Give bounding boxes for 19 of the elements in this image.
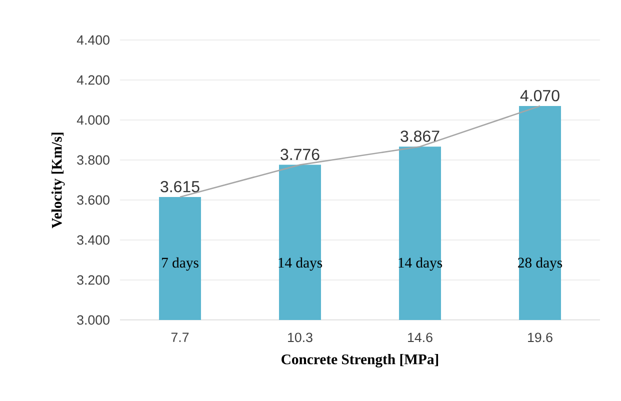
- data-label: 3.867: [400, 130, 440, 142]
- y-tick-label: 3.200: [77, 275, 110, 285]
- y-tick-label: 4.200: [76, 75, 110, 85]
- x-tick-label: 10.3: [288, 332, 312, 342]
- y-tick-label: 4.000: [76, 115, 110, 125]
- y-tick-label: 3.400: [77, 235, 110, 245]
- x-axis-title: Concrete Strength [MPa]: [282, 354, 438, 368]
- x-tick-label: 14.6: [408, 332, 432, 342]
- y-tick-label: 3.800: [77, 155, 110, 165]
- y-tick-label: 4.400: [76, 35, 110, 45]
- data-label: 4.070: [520, 90, 560, 102]
- y-tick-label: 3.000: [77, 315, 110, 325]
- y-axis-title: Velocity [Km/s]: [51, 132, 65, 228]
- x-tick-label: 7.7: [171, 332, 189, 342]
- data-label: 3.776: [280, 148, 320, 160]
- annotation: 7 days: [162, 257, 198, 271]
- data-label: 3.615: [160, 180, 200, 192]
- x-tick-label: 19.6: [528, 332, 552, 342]
- y-tick-label: 3.600: [77, 195, 110, 205]
